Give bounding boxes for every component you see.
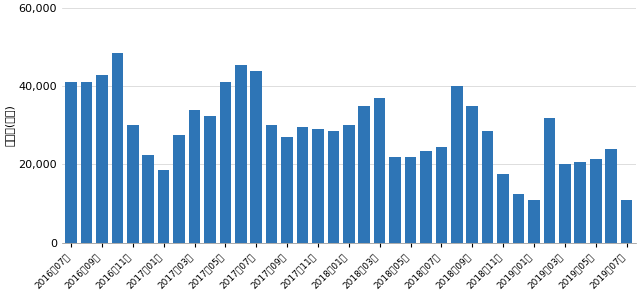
Bar <box>312 129 324 243</box>
Bar <box>250 71 262 243</box>
Bar <box>467 106 478 243</box>
Bar <box>621 200 632 243</box>
Bar <box>575 163 586 243</box>
Bar <box>266 125 278 243</box>
Bar <box>328 131 339 243</box>
Bar <box>204 116 216 243</box>
Bar <box>358 106 370 243</box>
Bar <box>96 75 108 243</box>
Bar <box>282 137 293 243</box>
Bar <box>374 98 385 243</box>
Bar <box>111 53 123 243</box>
Bar <box>605 149 617 243</box>
Bar <box>559 164 571 243</box>
Bar <box>497 174 509 243</box>
Bar <box>389 157 401 243</box>
Bar <box>420 151 432 243</box>
Bar <box>81 82 92 243</box>
Bar <box>404 157 417 243</box>
Bar <box>436 147 447 243</box>
Bar <box>235 65 246 243</box>
Bar <box>590 158 602 243</box>
Bar <box>127 125 139 243</box>
Bar <box>513 194 524 243</box>
Bar <box>158 170 170 243</box>
Bar <box>343 125 355 243</box>
Bar <box>220 82 231 243</box>
Bar <box>65 82 77 243</box>
Bar <box>189 110 200 243</box>
Bar <box>297 127 308 243</box>
Bar <box>451 86 463 243</box>
Bar <box>543 118 556 243</box>
Bar <box>173 135 185 243</box>
Bar <box>143 155 154 243</box>
Bar <box>482 131 493 243</box>
Bar <box>528 200 540 243</box>
Y-axis label: 거래량(건수): 거래량(건수) <box>4 104 14 146</box>
